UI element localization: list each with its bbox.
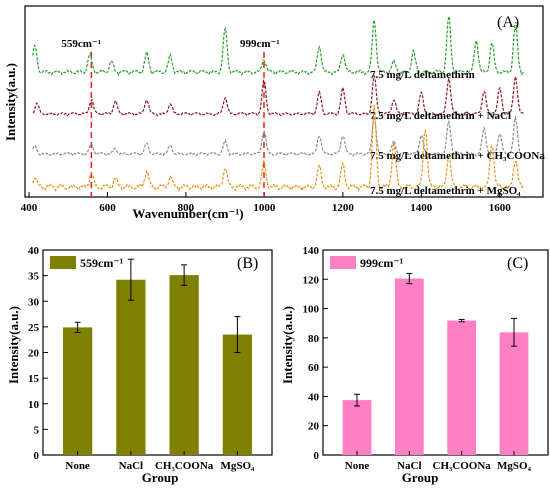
x-tick-label: None xyxy=(65,460,90,472)
bar xyxy=(394,278,424,455)
y-tick-label: 30 xyxy=(28,296,40,308)
y-tick-label: 20 xyxy=(308,421,320,433)
panel-a-xlabel: Wavenumber(cm⁻¹) xyxy=(132,206,243,221)
plot-frame xyxy=(322,249,549,456)
y-tick-label: 120 xyxy=(303,274,320,286)
panel-a-x-tick-label: 1600 xyxy=(489,202,512,214)
y-tick-label: 0 xyxy=(34,450,40,462)
bar xyxy=(342,400,372,455)
panel-a: (A) Intensity(a.u.) Wavenumber(cm⁻¹) 400… xyxy=(3,5,545,221)
panel-a-x-tick-label: 800 xyxy=(178,202,195,214)
legend-swatch xyxy=(330,256,356,269)
spectrum-series xyxy=(32,105,524,193)
panel-a-x-tick-label: 400 xyxy=(21,202,38,214)
y-tick-label: 25 xyxy=(28,322,40,334)
panel-c-label: (C) xyxy=(507,255,528,272)
spectrum-series xyxy=(32,16,524,77)
panel-c: (C) Intensity(a.u.) Group 0 20 40 60 80 100 12… xyxy=(280,245,549,485)
panel-a-x-tick-label: 600 xyxy=(99,202,116,214)
bar xyxy=(62,327,93,455)
marker-label: 559cm⁻¹ xyxy=(61,38,101,50)
x-tick-label: CH₃COONa xyxy=(155,460,214,472)
marker-label: 999cm⁻¹ xyxy=(240,38,280,50)
panel-b-ylabel: Intensity(a.u.) xyxy=(6,306,21,384)
panel-a-x-tick-label: 1000 xyxy=(253,202,276,214)
legend-label: 559cm⁻¹ xyxy=(80,256,124,270)
y-tick-label: 5 xyxy=(34,424,40,436)
panel-a-x-ticks: 400 600 800 1000 1200 1400 1600 xyxy=(21,192,512,214)
panel-b-xlabel: Group xyxy=(142,470,179,485)
spectrum-series xyxy=(32,115,524,158)
panel-a-frame xyxy=(24,5,544,198)
spectrum-series-label: 7.5 mg/L deltamethrin xyxy=(370,69,475,81)
spectrum-series-label: 7.5 mg/L deltamethrin + MgSO₄ xyxy=(370,185,521,197)
panel-b-label: (B) xyxy=(237,255,258,272)
spectrum-series xyxy=(32,74,524,117)
y-tick-label: 40 xyxy=(308,391,320,403)
panel-a-ylabel: Intensity(a.u.) xyxy=(3,63,18,141)
panel-a-x-tick-label: 1400 xyxy=(410,202,433,214)
panel-a-x-tick-label: 1200 xyxy=(332,202,355,214)
x-tick-label: NaCl xyxy=(397,460,421,472)
y-tick-label: 35 xyxy=(28,271,40,283)
y-tick-label: 0 xyxy=(314,450,320,462)
bar xyxy=(499,332,529,455)
bar xyxy=(169,275,199,455)
y-tick-label: 20 xyxy=(28,348,40,360)
y-tick-label: 10 xyxy=(28,399,40,411)
bar xyxy=(222,334,253,455)
panel-a-markers: 559cm⁻¹ 999cm⁻¹ xyxy=(61,38,280,197)
panel-c-xlabel: Group xyxy=(402,470,439,485)
x-tick-label: CH₃COONa xyxy=(433,460,492,472)
y-tick-label: 80 xyxy=(308,333,320,345)
y-tick-label: 140 xyxy=(303,245,320,257)
panel-b-plot: 0 5 10 15 20 25 30 35 40 None NaCl CH₃COONa MgSO₄ 559… xyxy=(28,245,273,472)
spectrum-series-label: 7.5 mg/L deltamethrin + NaCl xyxy=(370,110,511,122)
spectrum-series-label: 7.5 mg/L deltamethrin + CH₃COONa xyxy=(370,150,545,162)
y-tick-label: 40 xyxy=(28,245,40,257)
bar xyxy=(447,320,477,455)
panel-c-ylabel: Intensity(a.u.) xyxy=(280,306,295,384)
panel-c-plot: 0 20 40 60 80 100 120 140 None NaCl CH₃COONa MgSO₄ 9… xyxy=(303,245,549,472)
y-tick-label: 15 xyxy=(28,373,40,385)
y-tick-label: 60 xyxy=(308,362,320,374)
x-tick-label: MgSO₄ xyxy=(497,460,532,472)
panel-a-series: 7.5 mg/L deltamethrin 7.5 mg/L deltamethr… xyxy=(32,16,545,197)
legend-swatch xyxy=(50,256,76,269)
panel-b: (B) Intensity(a.u.) Group 0 5 10 15 20 25 30 35… xyxy=(6,245,273,485)
x-tick-label: None xyxy=(345,460,370,472)
x-tick-label: NaCl xyxy=(119,460,143,472)
bar xyxy=(116,279,146,455)
x-tick-label: MgSO₄ xyxy=(220,460,255,472)
y-tick-label: 100 xyxy=(303,304,320,316)
legend-label: 999cm⁻¹ xyxy=(360,256,404,270)
panel-a-label: (A) xyxy=(497,14,519,31)
